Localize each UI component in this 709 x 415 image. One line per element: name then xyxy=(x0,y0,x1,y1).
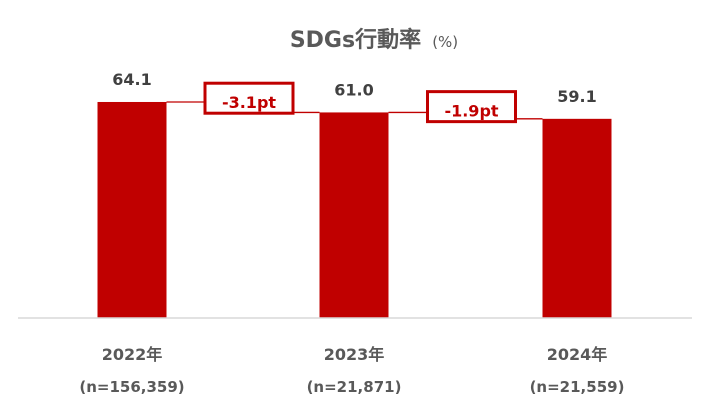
bar-3 xyxy=(542,118,612,318)
chart-title: SDGs行動率 (%) xyxy=(290,27,458,53)
diff-box-1 xyxy=(203,81,295,115)
diff-label-1: -3.1pt xyxy=(222,93,276,112)
x-tick-label-2: 2023年 xyxy=(324,345,385,364)
chart-marks: 64.1 61.0 59.1 2022年 2023年 2024年 (n=156,359) (n… xyxy=(18,70,692,396)
data-label-2: 61.0 xyxy=(334,80,373,99)
data-label-1: 64.1 xyxy=(112,70,151,89)
chart-title-text: SDGs行動率 xyxy=(290,27,421,53)
chart-title-unit: (%) xyxy=(432,33,458,51)
data-label-3: 59.1 xyxy=(557,87,596,106)
x-tick-label-3: 2024年 xyxy=(547,345,608,364)
diff-label-2: -1.9pt xyxy=(444,102,498,121)
diff-box-2 xyxy=(426,90,517,124)
sample-size-label-3: (n=21,559) xyxy=(530,378,625,396)
bar-1 xyxy=(97,101,167,318)
x-tick-label-1: 2022年 xyxy=(102,345,163,364)
sample-size-label-1: (n=156,359) xyxy=(79,378,184,396)
bar-2 xyxy=(319,112,389,319)
sample-size-label-2: (n=21,871) xyxy=(307,378,402,396)
